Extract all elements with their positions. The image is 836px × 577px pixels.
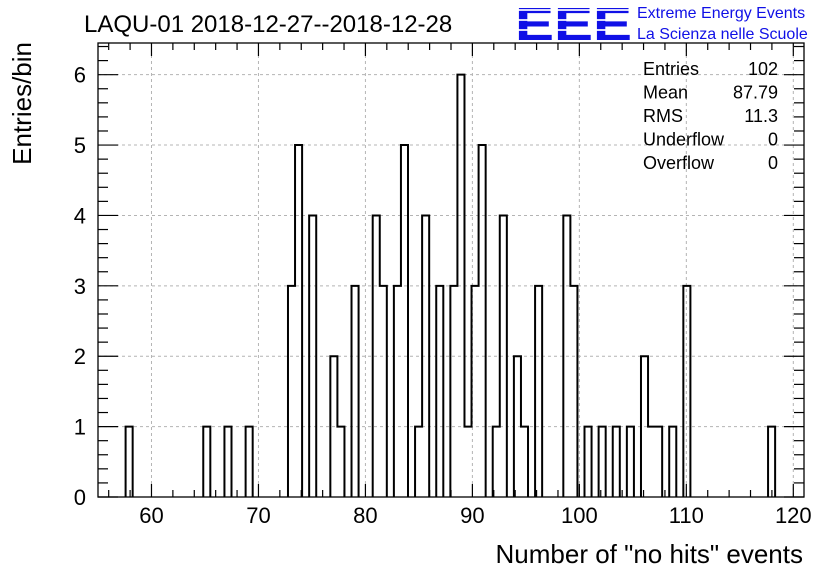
- x-tick-label: 90: [460, 503, 484, 528]
- stats-box: Entries 102 Mean 87.79 RMS 11.3 Underflow 0 Over…: [643, 59, 778, 173]
- tick-labels: 60 70 80 90 100 110 120 0 1 2 3 4 5 6: [74, 63, 812, 528]
- histogram-bin: [288, 286, 295, 497]
- histogram-bin: [126, 427, 133, 497]
- histogram-bin: [436, 286, 443, 497]
- histogram-bin: [627, 427, 634, 497]
- stats-value: 87.79: [733, 83, 778, 103]
- histogram-bin: [295, 145, 302, 497]
- logo-stripe: [515, 9, 632, 11]
- stats-value: 11.3: [744, 106, 778, 126]
- y-tick-label: 5: [74, 133, 86, 158]
- logo-line-2: La Scienza nelle Scuole: [637, 26, 808, 43]
- histogram-outline: [124, 73, 777, 497]
- y-axis-label: Entries/bin: [7, 42, 37, 165]
- stats-value: 0: [768, 130, 778, 150]
- histogram-bin: [768, 427, 775, 497]
- histogram-bin: [669, 427, 676, 497]
- histogram-bin: [570, 286, 577, 497]
- y-tick-label: 2: [74, 344, 86, 369]
- x-tick-label: 100: [561, 503, 598, 528]
- logo-line-1: Extreme Energy Events: [637, 5, 805, 22]
- histogram-bin: [599, 427, 606, 497]
- stats-label: Mean: [643, 83, 688, 103]
- histogram-bin: [203, 427, 210, 497]
- y-tick-label: 0: [74, 485, 86, 510]
- histogram-bin: [246, 427, 253, 497]
- histogram-bin: [655, 427, 662, 497]
- stats-label: Overflow: [643, 153, 715, 173]
- x-tick-label: 110: [669, 503, 704, 528]
- histogram-bin: [683, 286, 690, 497]
- histogram-bin: [380, 286, 387, 497]
- histogram-bin: [535, 286, 542, 497]
- histogram-bin: [648, 427, 655, 497]
- y-tick-label: 6: [74, 63, 86, 88]
- histogram-bin: [479, 145, 486, 497]
- histogram-bin: [401, 145, 408, 497]
- x-tick-label: 70: [246, 503, 270, 528]
- x-tick-label: 120: [775, 503, 812, 528]
- logo-stripe: [515, 19, 632, 21]
- y-tick-label: 3: [74, 274, 86, 299]
- chart-title: LAQU-01 2018-12-27--2018-12-28: [84, 11, 452, 38]
- y-tick-label: 4: [74, 203, 86, 228]
- histogram-bars: [124, 73, 777, 497]
- histogram-bin: [584, 427, 591, 497]
- stats-value: 102: [748, 59, 778, 79]
- histogram-bin: [224, 427, 231, 497]
- logo-letters: EEE: [515, 0, 632, 50]
- x-tick-label: 80: [353, 503, 377, 528]
- histogram-bin: [394, 286, 401, 497]
- y-tick-label: 1: [74, 415, 86, 440]
- stats-label: RMS: [643, 106, 683, 126]
- eee-logo: EEE Extreme Energy Events La Scienza nel…: [515, 0, 808, 50]
- histogram-bin: [450, 286, 457, 497]
- histogram-bin: [521, 427, 528, 497]
- stats-label: Entries: [643, 59, 699, 79]
- axis-ticks: [98, 43, 804, 498]
- logo-stripe: [515, 29, 632, 31]
- histogram-bin: [493, 427, 500, 497]
- histogram-bin: [415, 427, 422, 497]
- x-tick-label: 60: [139, 503, 163, 528]
- histogram-bin: [337, 427, 344, 497]
- x-axis-label: Number of "no hits" events: [496, 539, 804, 569]
- histogram-bin: [352, 286, 359, 497]
- stats-value: 0: [768, 153, 778, 173]
- histogram-bin: [613, 427, 620, 497]
- histogram-bin: [464, 427, 471, 497]
- stats-label: Underflow: [643, 130, 725, 150]
